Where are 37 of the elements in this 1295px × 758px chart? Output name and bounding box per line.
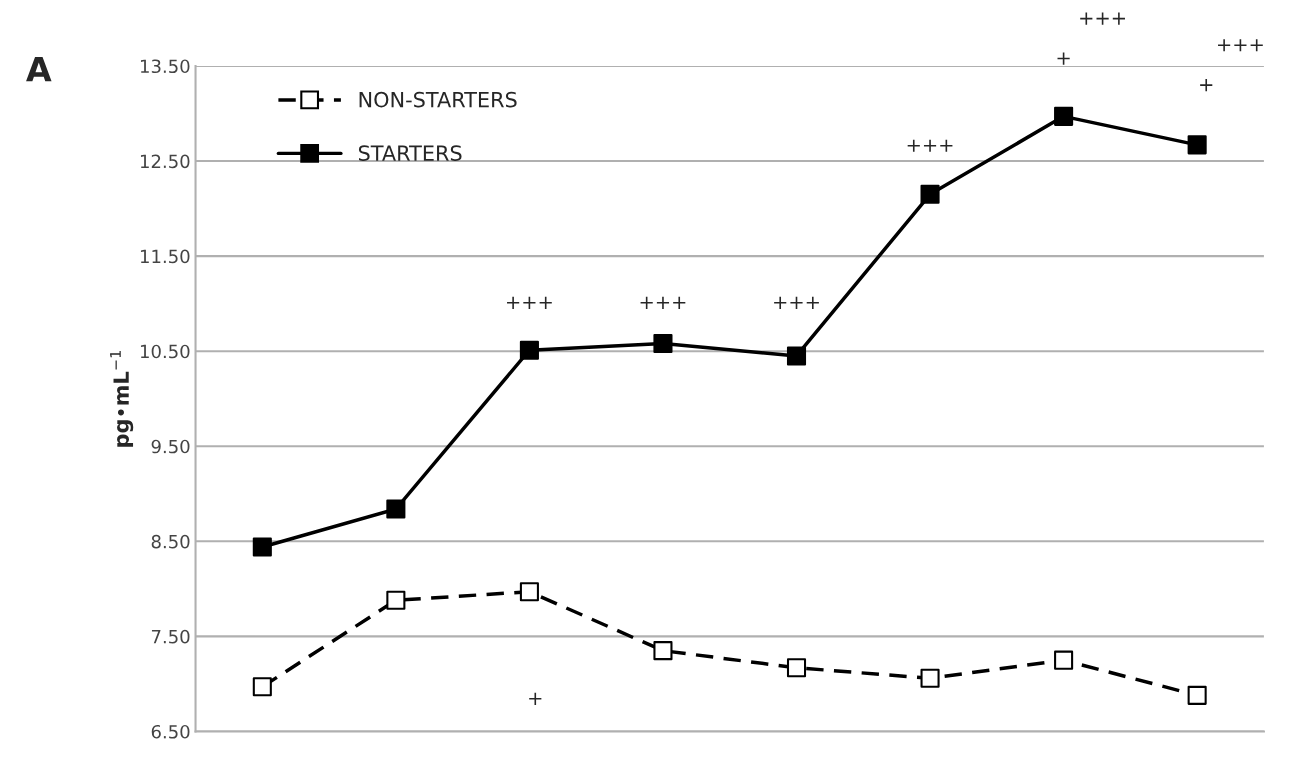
point: [519, 340, 539, 360]
y-axis-title: pg•mL$^{−1}$: [110, 350, 134, 447]
legend-label: NON-STARTERS: [359, 91, 517, 108]
y-tick-label: 13.50: [140, 59, 190, 74]
point: [252, 677, 272, 697]
text: +++: [1218, 39, 1263, 52]
point: [786, 658, 807, 678]
annotation: +: [529, 692, 542, 705]
point: [653, 641, 673, 661]
annotation: +++: [640, 296, 686, 309]
point: [653, 334, 673, 354]
annotation: +++: [907, 139, 953, 152]
point: [252, 537, 272, 557]
point: [1054, 106, 1074, 126]
point: [920, 668, 940, 688]
point: [786, 346, 807, 366]
y-tick-label: 7.50: [151, 629, 190, 644]
y-tick-label: 8.50: [151, 534, 190, 549]
y-tick-label: 6.50: [151, 724, 190, 739]
point: [920, 184, 940, 204]
text: A: [26, 56, 52, 82]
point: [386, 590, 406, 610]
annotation: +++: [507, 296, 552, 309]
legend-label: STARTERS: [358, 145, 462, 161]
y-tick-label: 10.50: [140, 344, 190, 359]
annotation: +++: [774, 296, 819, 309]
point: [1187, 135, 1207, 155]
point: [1187, 685, 1207, 705]
y-tick-label: 12.50: [140, 154, 190, 169]
text: +++: [1080, 12, 1125, 25]
y-tick-label: 11.50: [140, 249, 190, 264]
point: [386, 499, 406, 519]
text: +: [1057, 52, 1070, 65]
annotation: +: [1200, 79, 1213, 92]
y-tick-label: 9.50: [151, 439, 190, 454]
point: [1054, 650, 1074, 670]
point: [519, 582, 539, 602]
